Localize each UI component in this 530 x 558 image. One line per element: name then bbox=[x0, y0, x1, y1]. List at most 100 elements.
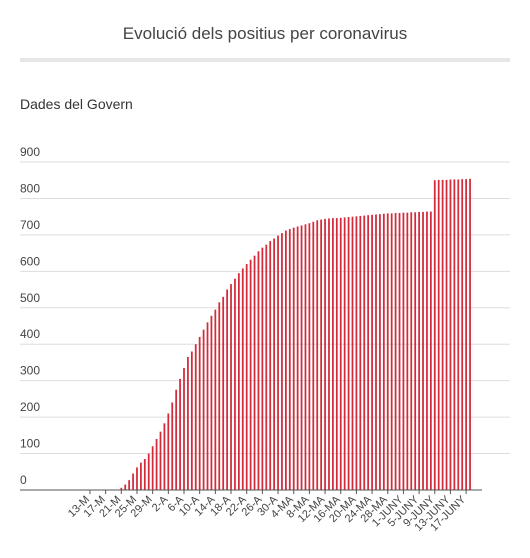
bar-27-MA bbox=[382, 213, 385, 490]
bar-5-JUNY bbox=[418, 211, 420, 490]
bar-15-MA bbox=[335, 218, 338, 490]
bar-18-JUNY bbox=[469, 178, 471, 490]
bar-12-JUNY bbox=[445, 179, 448, 491]
bar-24-A bbox=[253, 255, 256, 490]
bar-4-A bbox=[175, 389, 178, 490]
bar-12-MA bbox=[324, 218, 326, 490]
bar-30-A bbox=[277, 235, 279, 490]
y-tick-label: 100 bbox=[20, 437, 40, 451]
bar-26-M bbox=[140, 462, 142, 490]
bar-13-JUNY bbox=[449, 179, 452, 491]
bar-24-M bbox=[132, 473, 134, 490]
bar-2-JUNY bbox=[406, 212, 409, 490]
bar-28-MA bbox=[386, 213, 389, 490]
bar-21-A bbox=[241, 268, 244, 490]
bar-7-MA bbox=[304, 224, 307, 490]
bar-9-A bbox=[194, 344, 197, 490]
bar-23-M bbox=[128, 480, 131, 490]
x-tick-labels: 13-M17-M21-M25-M29-M2-A6-A10-A14-A18-A22… bbox=[66, 490, 469, 534]
bar-13-A bbox=[210, 315, 213, 490]
bar-30-M bbox=[155, 438, 158, 490]
bar-25-M bbox=[136, 467, 138, 490]
bar-22-A bbox=[245, 264, 248, 490]
bar-11-MA bbox=[320, 219, 323, 490]
bar-3-JUNY bbox=[410, 212, 413, 491]
bar-30-MA bbox=[394, 213, 397, 490]
bar-24-MA bbox=[371, 214, 373, 490]
bar-7-JUNY bbox=[426, 211, 428, 490]
bar-16-JUNY bbox=[461, 179, 464, 490]
bar-10-A bbox=[198, 336, 201, 490]
bar-1-MA bbox=[281, 233, 283, 490]
bar-13-MA bbox=[328, 218, 330, 491]
y-tick-label: 600 bbox=[20, 254, 40, 268]
bar-4-JUNY bbox=[414, 212, 417, 491]
y-tick-label: 400 bbox=[20, 327, 40, 341]
bar-18-MA bbox=[347, 217, 350, 490]
bar-23-MA bbox=[367, 215, 370, 490]
bar-26-A bbox=[261, 247, 264, 490]
bar-17-JUNY bbox=[465, 179, 467, 490]
bar-29-M bbox=[151, 446, 154, 490]
bar-4-MA bbox=[292, 227, 295, 490]
bar-22-MA bbox=[363, 215, 366, 490]
bar-22-M bbox=[124, 484, 127, 490]
bar-6-MA bbox=[300, 225, 303, 490]
bar-27-M bbox=[143, 459, 146, 490]
bar-23-A bbox=[249, 259, 252, 490]
bar-6-JUNY bbox=[422, 211, 424, 490]
bar-29-MA bbox=[390, 213, 393, 490]
bar-6-A bbox=[183, 367, 185, 490]
bar-15-JUNY bbox=[457, 179, 460, 491]
bar-31-MA bbox=[398, 213, 401, 490]
y-tick-label: 0 bbox=[20, 473, 27, 487]
bar-29-A bbox=[273, 238, 275, 490]
y-tick-label: 900 bbox=[20, 145, 40, 159]
y-tick-label: 300 bbox=[20, 364, 40, 378]
y-tick-label: 700 bbox=[20, 218, 40, 232]
bar-26-MA bbox=[379, 214, 381, 490]
gridlines: 0 100 200 300 400 500 600 700 800 900 bbox=[20, 145, 510, 487]
bar-8-JUNY bbox=[429, 211, 432, 490]
bar-21-MA bbox=[359, 215, 362, 490]
bar-11-JUNY bbox=[441, 179, 444, 491]
bar-21-M bbox=[120, 487, 123, 490]
bar-14-A bbox=[214, 309, 217, 490]
bar-5-A bbox=[179, 378, 181, 490]
bar-2-MA bbox=[285, 230, 287, 490]
y-tick-label: 200 bbox=[20, 400, 40, 414]
bars bbox=[120, 178, 471, 491]
bar-11-A bbox=[202, 329, 205, 490]
bar-8-MA bbox=[308, 223, 311, 491]
bar-17-MA bbox=[343, 217, 346, 490]
bar-14-MA bbox=[332, 218, 334, 490]
bar-1-A bbox=[163, 423, 166, 490]
bar-20-A bbox=[237, 273, 240, 490]
bar-20-MA bbox=[355, 216, 358, 491]
bar-3-MA bbox=[288, 229, 291, 490]
bar-1-JUNY bbox=[402, 212, 405, 490]
bar-25-MA bbox=[375, 214, 377, 491]
chart-subtitle: Dades del Govern bbox=[20, 96, 133, 112]
bar-28-M bbox=[147, 453, 150, 490]
bar-27-A bbox=[265, 244, 268, 490]
bar-2-A bbox=[167, 413, 170, 490]
bar-16-A bbox=[222, 296, 225, 490]
bar-17-A bbox=[226, 289, 228, 490]
bar-10-JUNY bbox=[437, 179, 440, 491]
bar-19-A bbox=[234, 278, 236, 490]
bar-15-A bbox=[218, 302, 221, 490]
bar-10-MA bbox=[316, 220, 319, 490]
title-divider bbox=[20, 58, 510, 62]
bar-8-A bbox=[190, 351, 193, 490]
bar-31-M bbox=[159, 431, 162, 490]
bar-9-JUNY bbox=[433, 180, 436, 490]
chart-title: Evolució dels positius per coronavirus bbox=[122, 24, 408, 43]
bar-28-A bbox=[269, 241, 272, 490]
bar-16-MA bbox=[339, 217, 342, 490]
bar-5-MA bbox=[296, 226, 299, 490]
bar-14-JUNY bbox=[453, 179, 456, 491]
bar-12-A bbox=[206, 322, 209, 490]
bar-18-A bbox=[230, 284, 232, 490]
